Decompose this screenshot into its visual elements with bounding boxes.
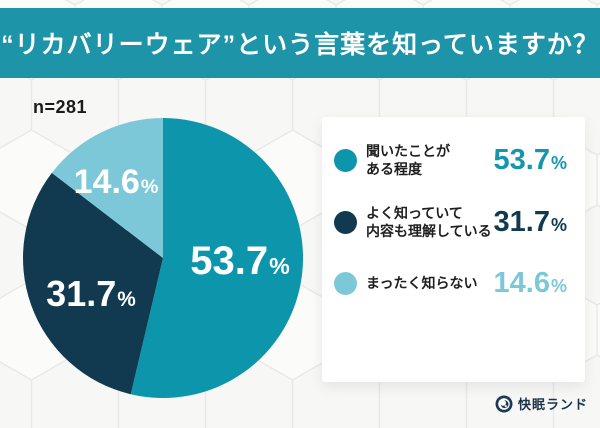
- percent-sign: %: [117, 288, 136, 311]
- legend-card: 聞いたことが ある程度 53.7% よく知っていて 内容も理解している 31.7…: [322, 117, 585, 382]
- legend-label: まったく知らない: [366, 274, 477, 292]
- legend-row-know-well: よく知っていて 内容も理解している 31.7%: [334, 197, 567, 247]
- percent-sign: %: [550, 214, 567, 235]
- legend-label-line2: ある程度: [366, 161, 422, 177]
- legend-label-line1: 聞いたことが: [366, 142, 450, 159]
- legend-value: 53.7%: [493, 143, 567, 176]
- legend-label: よく知っていて 内容も理解している: [366, 204, 492, 240]
- page-title: “リカバリーウェア”という言葉を知っていますか？: [1, 31, 599, 59]
- legend-label-line1: よく知っていて: [366, 204, 463, 221]
- brand-name: 快眠ランド: [517, 397, 588, 412]
- legend-label: 聞いたことが ある程度: [366, 142, 450, 178]
- legend-value-number: 31.7: [493, 205, 550, 238]
- brand-footer: 快眠ランド: [495, 394, 588, 413]
- sample-size-label: n=281: [33, 97, 88, 117]
- legend-label-line1: まったく知らない: [366, 274, 478, 291]
- percent-sign: %: [269, 253, 290, 279]
- pie-slice-2: [51, 118, 164, 258]
- pie-chart-svg: [23, 118, 304, 398]
- pie-slice-value-0: 53.7: [190, 239, 269, 283]
- pie-slice-value-2: 14.6: [73, 163, 140, 201]
- legend-row-dont-know: まったく知らない 14.6%: [334, 258, 567, 308]
- percent-sign: %: [140, 176, 159, 198]
- legend-dot-teal: [334, 148, 357, 172]
- kaimin-land-logo-icon: [495, 395, 513, 412]
- pie-slice-label-2: 14.6%: [74, 165, 159, 199]
- percent-sign: %: [550, 275, 567, 296]
- legend-dot-lightblue: [334, 271, 357, 295]
- legend-row-heard: 聞いたことが ある程度 53.7%: [334, 135, 567, 185]
- percent-sign: %: [550, 152, 567, 173]
- legend-value-number: 53.7: [493, 143, 550, 176]
- pie-slice-value-1: 31.7: [46, 273, 117, 314]
- legend-label-line2: 内容も理解している: [366, 223, 492, 239]
- legend-value-number: 14.6: [493, 266, 550, 299]
- legend-value: 31.7%: [493, 205, 567, 238]
- pie-slice-label-0: 53.7%: [190, 241, 289, 281]
- legend-value: 14.6%: [493, 266, 567, 299]
- pie-slice-label-1: 31.7%: [46, 276, 136, 312]
- pie-chart: 53.7% 31.7% 14.6%: [13, 108, 313, 408]
- pie-slice-1: [23, 172, 163, 395]
- legend-dot-navy: [334, 210, 357, 234]
- pie-slice-0: [130, 118, 304, 398]
- header-banner: “リカバリーウェア”という言葉を知っていますか？: [0, 8, 600, 78]
